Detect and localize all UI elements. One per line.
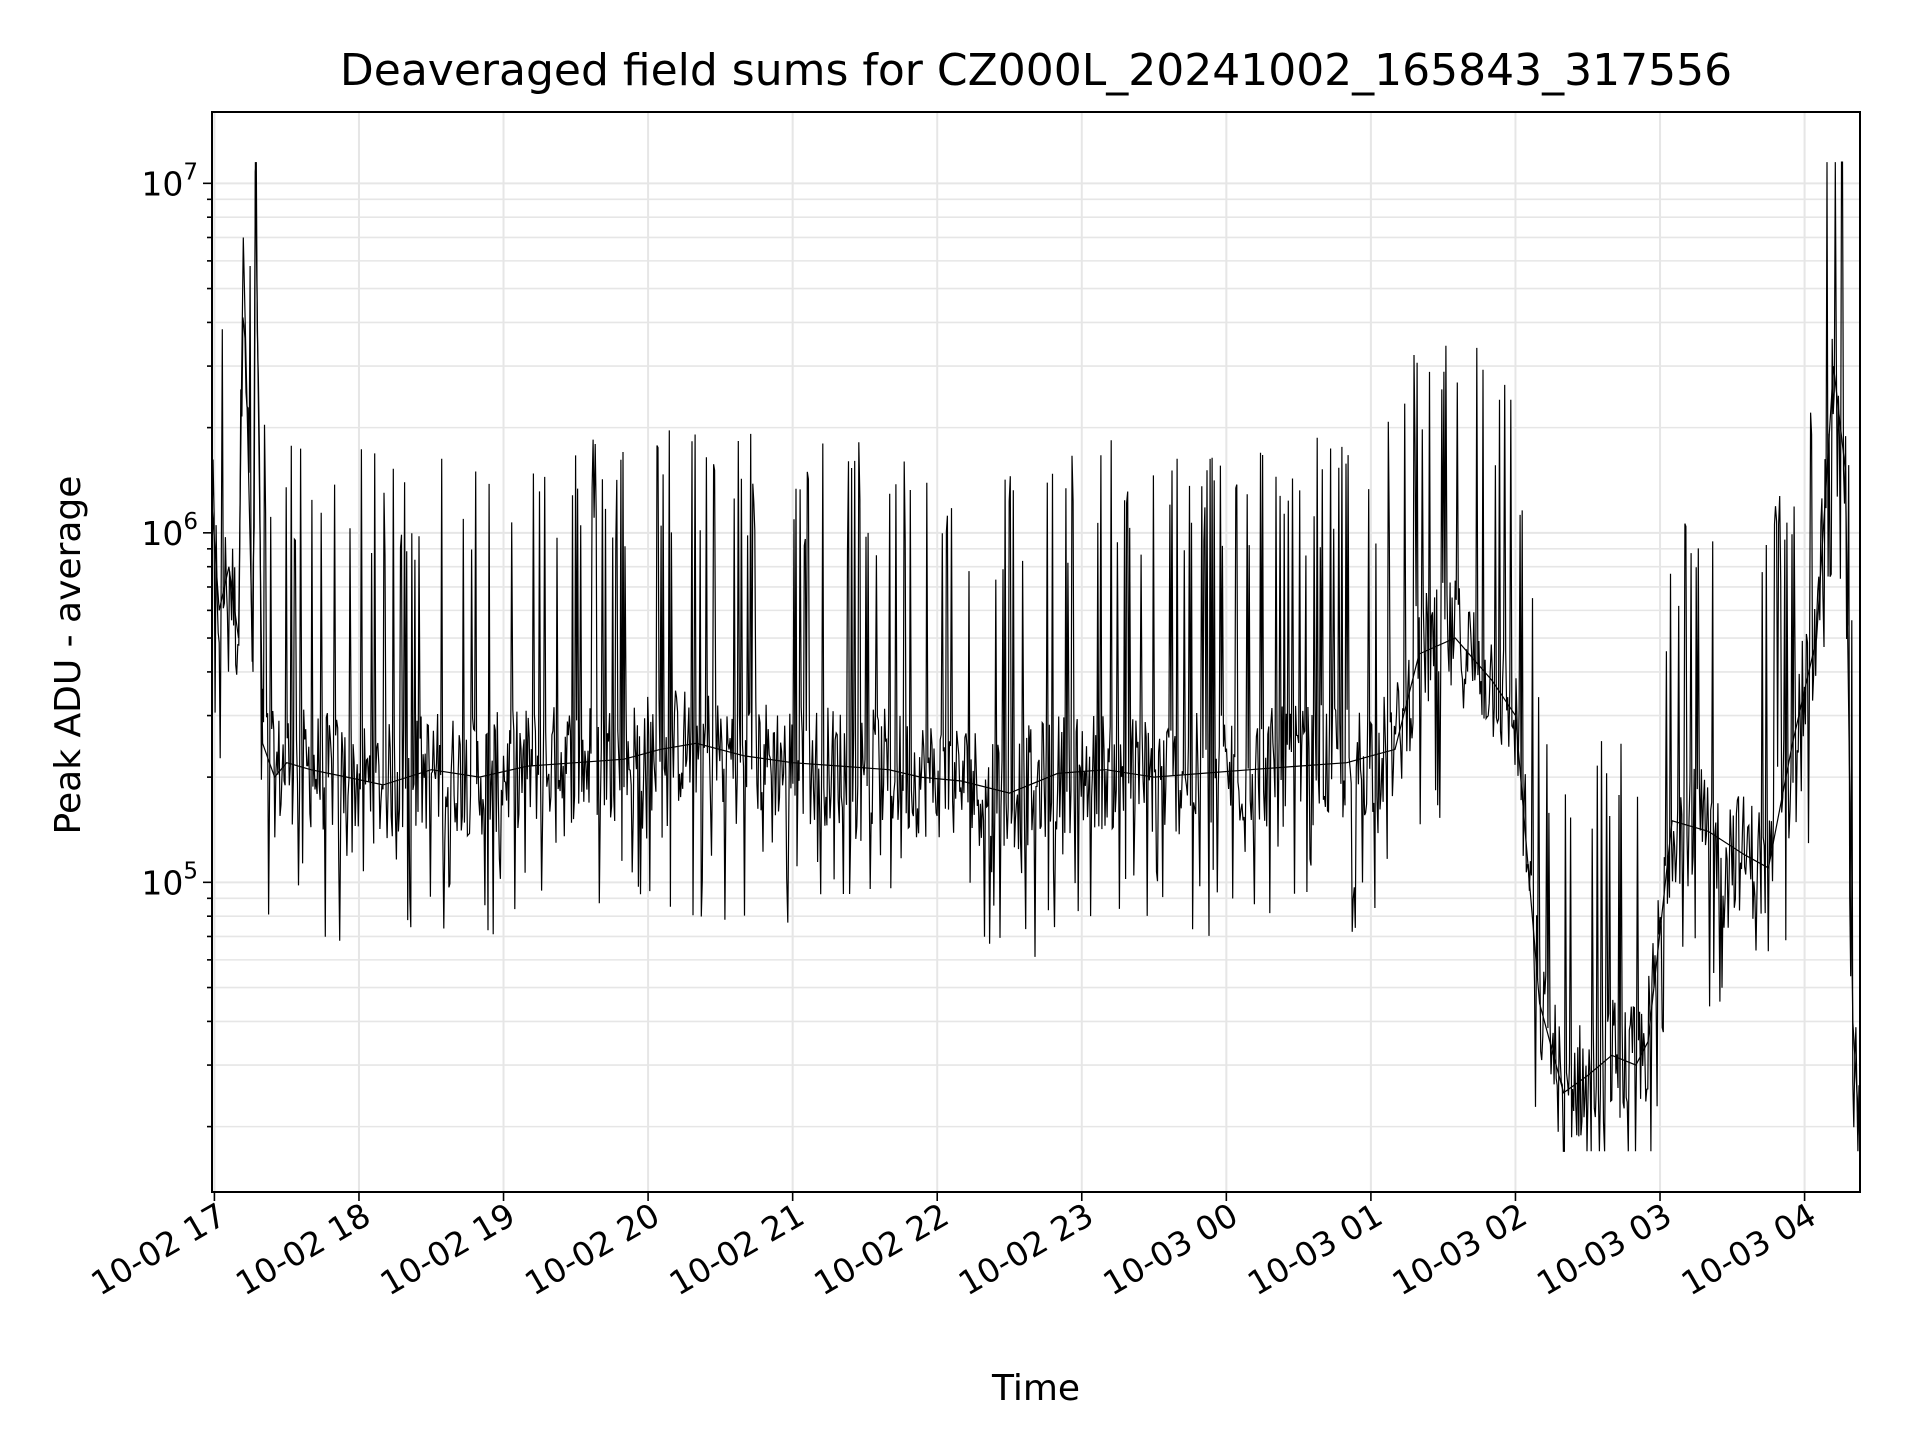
- chart-figure: 10-02 17 10-02 18 10-02 19 10-02 20 10-02 21…: [0, 0, 1920, 1440]
- y-axis-label: Peak ADU - average: [48, 476, 89, 835]
- chart-svg: 10-02 1710-02 1810-02 1910-02 2010-02 21…: [0, 0, 1920, 1440]
- chart-title: Deaveraged field sums for CZ000L_2024100…: [340, 45, 1732, 96]
- x-axis-label: Time: [991, 1368, 1080, 1409]
